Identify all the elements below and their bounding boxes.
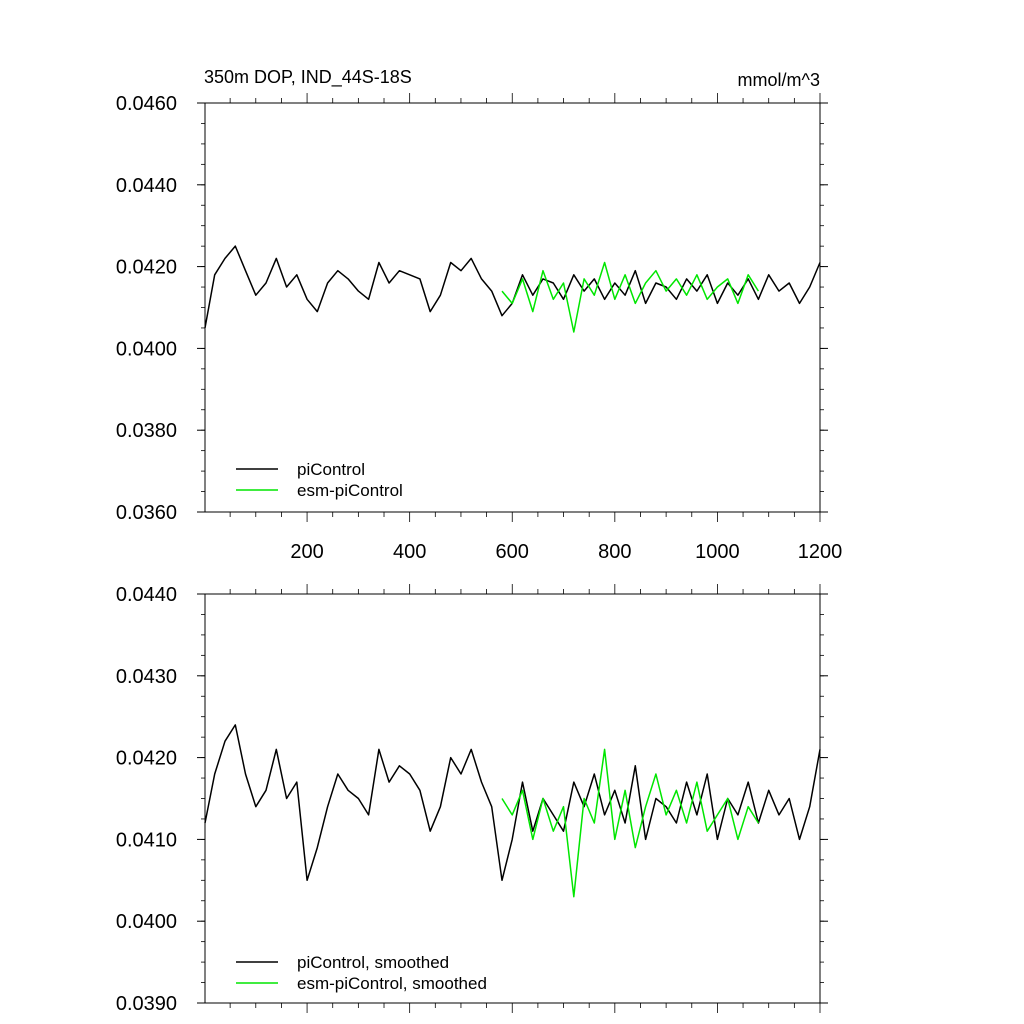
legend-label-picontrol: piControl — [297, 460, 365, 479]
y-tick-label: 0.0400 — [116, 911, 177, 933]
bottom-panel-series — [204, 724, 821, 898]
y-tick-label: 0.0430 — [116, 666, 177, 688]
units-label: mmol/m^3 — [738, 70, 820, 90]
x-tick-label: 600 — [496, 541, 529, 563]
top-panel: 350m DOP, IND_44S-18S mmol/m^3 0.03600.0… — [116, 67, 842, 563]
y-tick-label: 0.0380 — [116, 420, 177, 442]
y-tick-label: 0.0390 — [116, 993, 177, 1015]
plot-frame — [204, 102, 821, 513]
y-tick-label: 0.0440 — [116, 175, 177, 197]
y-tick-label: 0.0360 — [116, 502, 177, 524]
series-line-esm-picontrol — [501, 261, 760, 333]
x-tick-label: 200 — [290, 541, 323, 563]
series-line-picontrol — [204, 724, 821, 882]
x-tick-label: 1000 — [695, 541, 740, 563]
bottom-panel-axes: 0.0390 0.0400 0.0410 0.0420 0.0430 0.0440 — [116, 584, 828, 1015]
top-panel-legend: piControl esm-piControl — [236, 460, 403, 500]
y-tick-label: 0.0400 — [116, 338, 177, 360]
x-tick-label: 800 — [598, 541, 631, 563]
y-tick-label: 0.0410 — [116, 829, 177, 851]
legend-label-esm-picontrol: esm-piControl — [297, 481, 403, 500]
y-tick-label: 0.0440 — [116, 584, 177, 606]
top-panel-title: 350m DOP, IND_44S-18S — [204, 67, 412, 88]
top-panel-series — [204, 245, 821, 333]
legend-label-picontrol-smoothed: piControl, smoothed — [297, 953, 449, 972]
bottom-panel: 0.0390 0.0400 0.0410 0.0420 0.0430 0.0440 piC… — [116, 584, 828, 1015]
y-tick-label: 0.0420 — [116, 257, 177, 279]
series-line-picontrol — [204, 245, 821, 329]
x-tick-label: 1200 — [798, 541, 843, 563]
bottom-panel-legend: piControl, smoothed esm-piControl, smoot… — [236, 953, 487, 993]
y-tick-label: 0.0420 — [116, 748, 177, 770]
x-tick-label: 400 — [393, 541, 426, 563]
series-line-esm-picontrol — [501, 748, 760, 898]
top-panel-axes: 0.0360 0.0380 0.0400 0.0420 0.0440 0.0460 200 4… — [116, 93, 842, 563]
legend-label-esm-picontrol-smoothed: esm-piControl, smoothed — [297, 974, 487, 993]
y-tick-label: 0.0460 — [116, 93, 177, 115]
